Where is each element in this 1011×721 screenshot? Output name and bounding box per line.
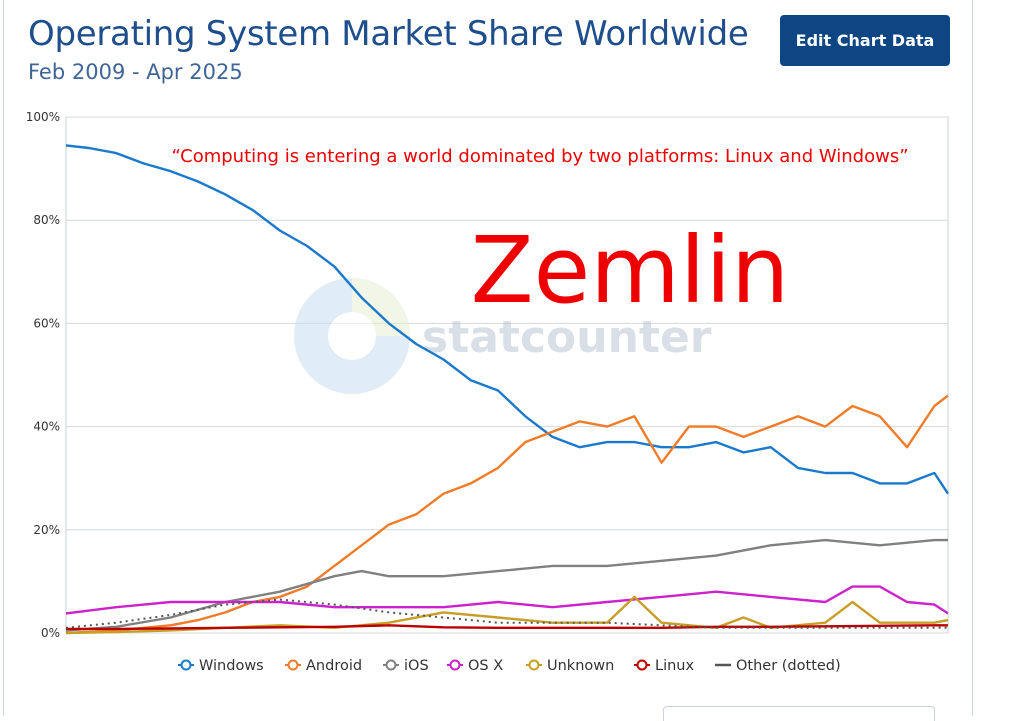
lower-panel-edge: [663, 706, 935, 721]
legend-item[interactable]: Other (dotted): [715, 658, 841, 674]
legend-marker-icon: [287, 659, 299, 671]
legend-marker-icon: [528, 659, 540, 671]
series-line-other-dotted: [65, 598, 948, 629]
watermark-text: statcounter: [422, 312, 712, 363]
legend-marker-icon: [449, 659, 461, 671]
series-line-os-x: [65, 585, 949, 615]
legend-item[interactable]: OS X: [447, 658, 503, 674]
plot-area: [65, 116, 949, 634]
series-line-linux: [66, 624, 948, 631]
legend-item[interactable]: iOS: [383, 658, 429, 674]
zemlin-annotation: Zemlin: [471, 217, 790, 324]
legend-label: iOS: [404, 658, 429, 674]
chart-frame: [3, 0, 973, 716]
quote-annotation: “Computing is entering a world dominated…: [171, 146, 908, 167]
edit-chart-data-button[interactable]: Edit Chart Data: [780, 15, 950, 66]
legend-label: Other (dotted): [736, 658, 841, 674]
statcounter-watermark: statcounter: [294, 278, 712, 394]
watermark-logo-hole: [328, 312, 376, 360]
y-tick-label: 60%: [33, 316, 60, 330]
legend-label: Android: [306, 658, 362, 674]
legend-item[interactable]: Unknown: [526, 658, 614, 674]
legend-marker-icon: [180, 659, 192, 671]
watermark-logo-segment: [352, 278, 410, 336]
y-tick-label: 0%: [41, 626, 60, 640]
y-tick-label: 100%: [26, 110, 60, 124]
legend: Windows Android iOS OS X Unknown Linux Other (…: [178, 658, 841, 674]
legend-marker-icon: [385, 659, 397, 671]
legend-item[interactable]: Windows: [178, 658, 264, 674]
y-tick-label: 20%: [33, 523, 60, 537]
legend-label: Windows: [199, 658, 264, 674]
page-title: Operating System Market Share Worldwide: [28, 14, 749, 54]
legend-label: Unknown: [547, 658, 614, 674]
y-tick-label: 80%: [33, 213, 60, 227]
legend-label: Linux: [655, 658, 694, 674]
date-range-subtitle: Feb 2009 - Apr 2025: [28, 60, 243, 84]
legend-marker-icon: [636, 659, 648, 671]
y-tick-label: 40%: [33, 420, 60, 434]
series-line-windows: [65, 144, 950, 495]
legend-item[interactable]: Linux: [634, 658, 694, 674]
legend-label: OS X: [468, 658, 503, 674]
legend-item[interactable]: Android: [285, 658, 362, 674]
